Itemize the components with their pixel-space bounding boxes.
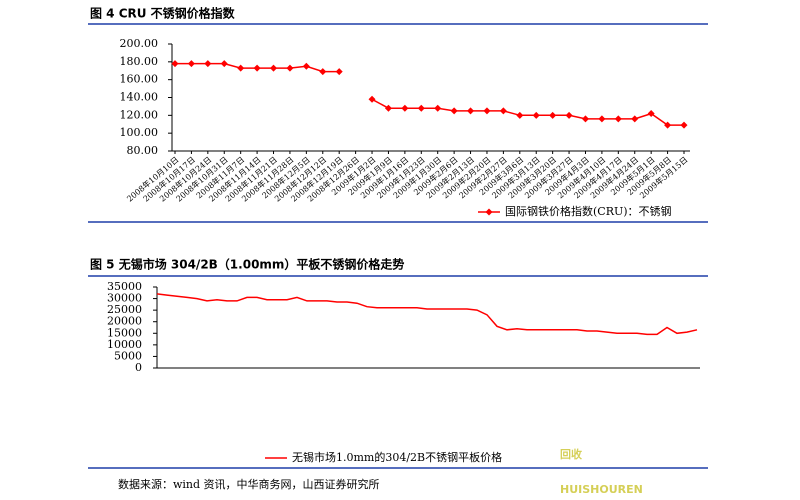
y-tick-label: 200.00 [120,37,159,50]
marker [368,95,376,103]
marker [565,111,573,119]
y-tick-label: 180.00 [120,55,159,68]
marker [187,60,195,68]
legend-marker [485,208,493,216]
marker [171,60,179,68]
y-tick-label: 15000 [107,326,142,339]
y-tick-label: 5000 [114,349,142,362]
marker [467,107,475,115]
y-tick-label: 0 [135,361,142,374]
y-tick-label: 160.00 [120,73,159,86]
marker [335,68,343,76]
watermark: 回收 [560,447,582,461]
marker [664,121,672,129]
source-note: 数据来源：wind 资讯，中华商务网，山西证券研究所 [118,477,380,491]
marker [417,104,425,112]
marker [499,107,507,115]
chart-title: 图 4 CRU 不锈钢价格指数 [90,6,236,21]
marker [581,115,589,123]
marker [270,64,278,72]
marker [532,111,540,119]
marker [631,115,639,123]
marker [253,64,261,72]
y-tick-label: 80.00 [127,144,159,157]
marker [319,68,327,76]
y-tick-label: 100.00 [120,126,159,139]
marker [680,121,688,129]
marker [647,110,655,118]
data-line [156,293,698,336]
marker [237,64,245,72]
marker [614,115,622,123]
marker [516,111,524,119]
y-tick-label: 25000 [107,303,142,316]
marker [401,104,409,112]
marker [598,115,606,123]
y-tick-label: 20000 [107,315,142,328]
watermark-sub: HUISHOUREN [560,483,643,496]
marker [286,64,294,72]
marker [483,107,491,115]
marker [302,62,310,70]
y-tick-label: 35000 [107,280,142,293]
y-tick-label: 120.00 [120,108,159,121]
y-tick-label: 140.00 [120,91,159,104]
data-line [175,62,684,126]
marker [549,111,557,119]
legend-label: 国际钢铁价格指数(CRU)：不锈钢 [505,204,672,218]
marker [450,107,458,115]
marker [204,60,212,68]
y-tick-label: 30000 [107,292,142,305]
marker [434,104,442,112]
marker [220,60,228,68]
legend-label: 无锡市场1.0mm的304/2B不锈钢平板价格 [292,450,502,464]
y-tick-label: 10000 [107,338,142,351]
chart-title: 图 5 无锡市场 304/2B（1.00mm）平板不锈钢价格走势 [90,257,404,272]
marker [384,104,392,112]
